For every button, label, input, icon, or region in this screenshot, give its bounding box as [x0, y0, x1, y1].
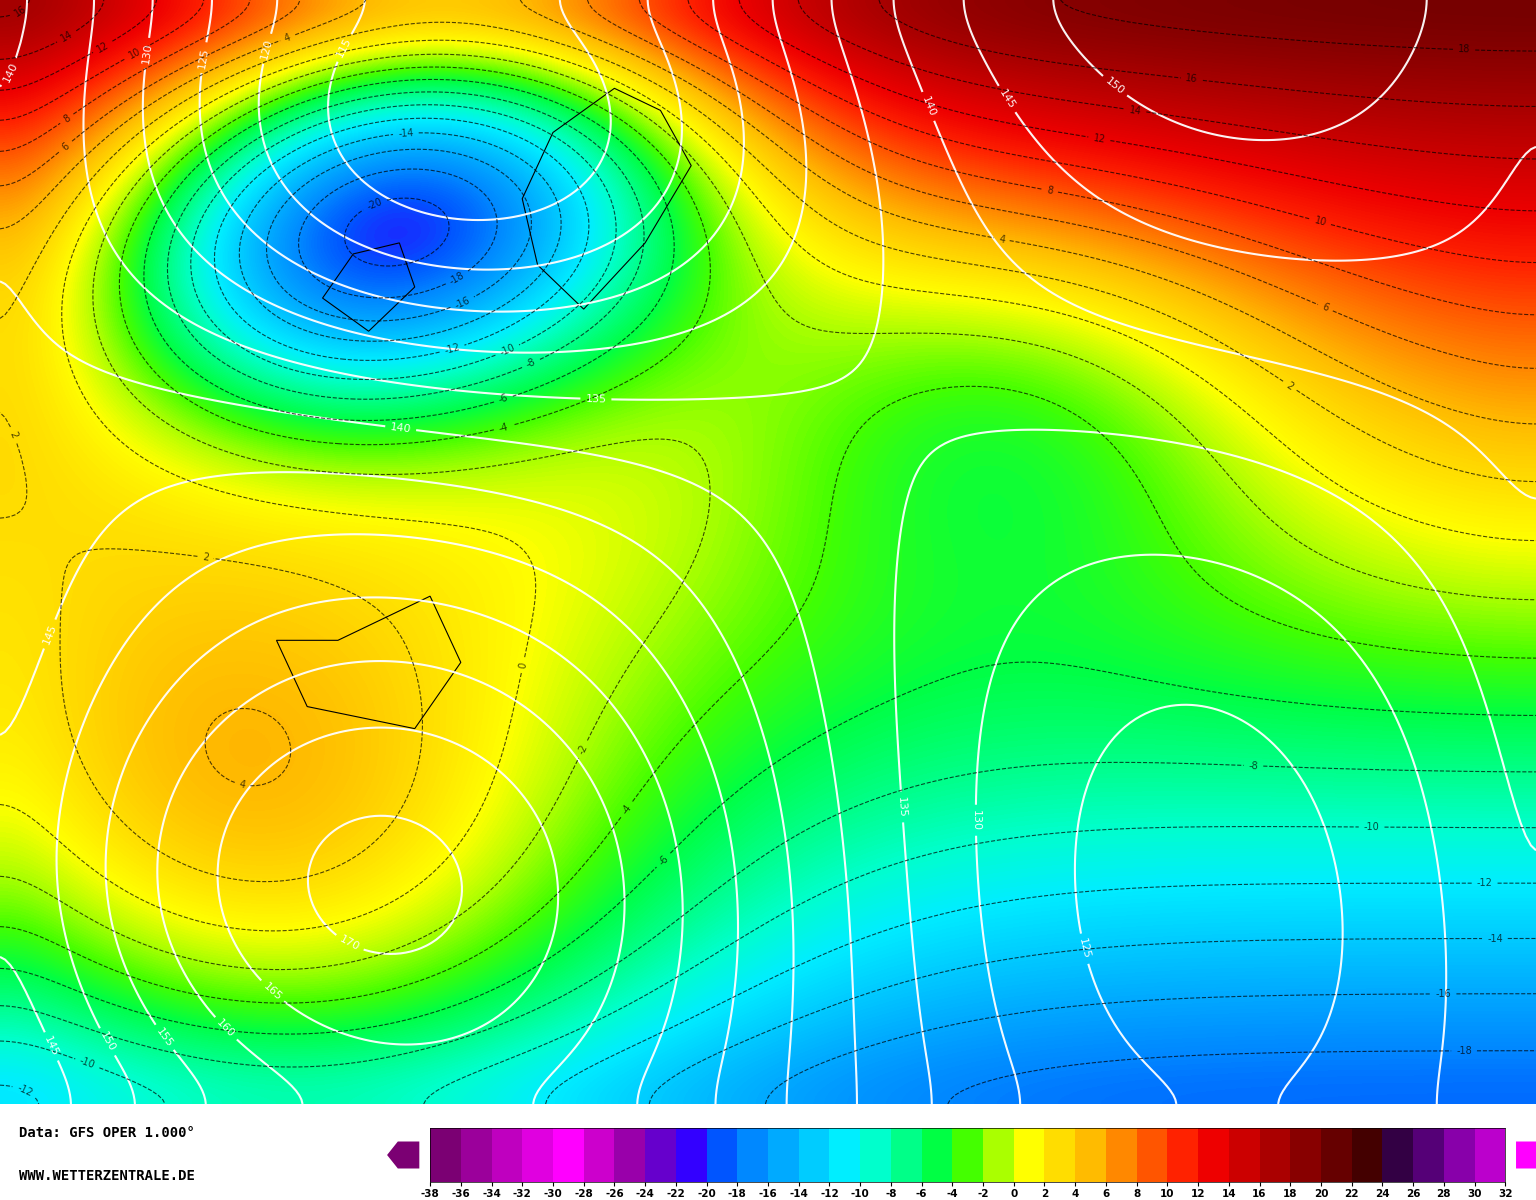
Text: 160: 160: [215, 1018, 237, 1039]
Text: 145: 145: [41, 623, 58, 646]
Text: 4: 4: [283, 32, 292, 43]
Bar: [1014, 1128, 1044, 1182]
Bar: [676, 1128, 707, 1182]
Text: 10: 10: [127, 46, 143, 60]
Text: 8: 8: [1046, 185, 1054, 196]
Bar: [1352, 1128, 1382, 1182]
Text: 140: 140: [2, 61, 20, 84]
Text: -18: -18: [449, 270, 467, 287]
Text: 135: 135: [585, 394, 607, 404]
Text: 2: 2: [201, 552, 209, 563]
Bar: [1137, 1128, 1167, 1182]
Bar: [430, 1128, 461, 1182]
Text: 120: 120: [260, 37, 275, 60]
Text: -12: -12: [442, 342, 461, 356]
Bar: [461, 1128, 492, 1182]
Bar: [1167, 1128, 1198, 1182]
Text: 150: 150: [98, 1031, 117, 1054]
Bar: [737, 1128, 768, 1182]
Text: 16: 16: [1186, 73, 1198, 85]
Text: -10: -10: [498, 342, 516, 358]
Text: -6: -6: [498, 394, 510, 406]
Text: -6: -6: [656, 853, 670, 868]
Bar: [983, 1128, 1014, 1182]
Text: 115: 115: [335, 36, 353, 59]
Bar: [1106, 1128, 1137, 1182]
Text: 2: 2: [1284, 380, 1295, 391]
Bar: [707, 1128, 737, 1182]
Text: -20: -20: [366, 197, 384, 211]
Text: 6: 6: [60, 140, 71, 152]
Text: 135: 135: [897, 796, 908, 817]
Text: 165: 165: [261, 980, 283, 1002]
Bar: [1290, 1128, 1321, 1182]
Bar: [553, 1128, 584, 1182]
Text: 6: 6: [1321, 302, 1330, 313]
Bar: [492, 1128, 522, 1182]
Text: 8: 8: [61, 113, 72, 125]
Text: 16: 16: [12, 4, 28, 18]
FancyArrow shape: [1516, 1141, 1536, 1169]
Text: -8: -8: [525, 358, 538, 370]
Text: -2: -2: [576, 743, 590, 756]
Text: 130: 130: [971, 810, 982, 830]
Text: 14: 14: [58, 29, 75, 44]
Bar: [1044, 1128, 1075, 1182]
Bar: [1260, 1128, 1290, 1182]
Text: -4: -4: [498, 421, 510, 433]
Bar: [1444, 1128, 1475, 1182]
Text: 2: 2: [8, 430, 20, 439]
Bar: [1321, 1128, 1352, 1182]
Text: 10: 10: [1313, 215, 1327, 228]
Text: -10: -10: [1364, 822, 1379, 832]
Bar: [614, 1128, 645, 1182]
Bar: [799, 1128, 829, 1182]
Text: -10: -10: [78, 1056, 97, 1070]
Text: WWW.WETTERZENTRALE.DE: WWW.WETTERZENTRALE.DE: [18, 1169, 195, 1183]
Bar: [584, 1128, 614, 1182]
Text: -16: -16: [453, 295, 472, 311]
Text: -16: -16: [1436, 989, 1452, 998]
Bar: [1198, 1128, 1229, 1182]
Bar: [1413, 1128, 1444, 1182]
Text: 18: 18: [1458, 44, 1470, 55]
Text: 12: 12: [95, 40, 111, 54]
Text: 145: 145: [997, 88, 1017, 110]
Text: 0: 0: [518, 661, 528, 670]
Text: -12: -12: [15, 1082, 34, 1098]
Text: 12: 12: [1092, 133, 1106, 145]
Bar: [829, 1128, 860, 1182]
Text: 130: 130: [141, 42, 154, 65]
Bar: [860, 1128, 891, 1182]
Text: 140: 140: [920, 95, 937, 118]
Text: -8: -8: [1249, 761, 1258, 770]
Bar: [1382, 1128, 1413, 1182]
Text: 14: 14: [1129, 104, 1143, 116]
Bar: [768, 1128, 799, 1182]
Text: -18: -18: [1456, 1046, 1471, 1056]
Text: 140: 140: [390, 422, 412, 434]
Bar: [1229, 1128, 1260, 1182]
Text: 125: 125: [1077, 937, 1092, 960]
Bar: [1075, 1128, 1106, 1182]
Bar: [891, 1128, 922, 1182]
Bar: [922, 1128, 952, 1182]
FancyArrow shape: [387, 1141, 419, 1169]
Text: 4: 4: [238, 779, 246, 791]
Text: 125: 125: [197, 47, 210, 68]
Bar: [645, 1128, 676, 1182]
Bar: [1475, 1128, 1505, 1182]
Text: -14: -14: [398, 128, 415, 139]
Bar: [952, 1128, 983, 1182]
Text: 170: 170: [338, 934, 361, 953]
Text: 155: 155: [154, 1026, 175, 1049]
Text: 145: 145: [43, 1034, 60, 1058]
Text: -14: -14: [1487, 934, 1502, 943]
Text: -12: -12: [1476, 878, 1493, 888]
Text: Data: GFS OPER 1.000°: Data: GFS OPER 1.000°: [18, 1126, 195, 1140]
Text: 150: 150: [1103, 76, 1126, 96]
Text: -4: -4: [621, 803, 634, 816]
Bar: [522, 1128, 553, 1182]
Text: 4: 4: [998, 234, 1006, 245]
